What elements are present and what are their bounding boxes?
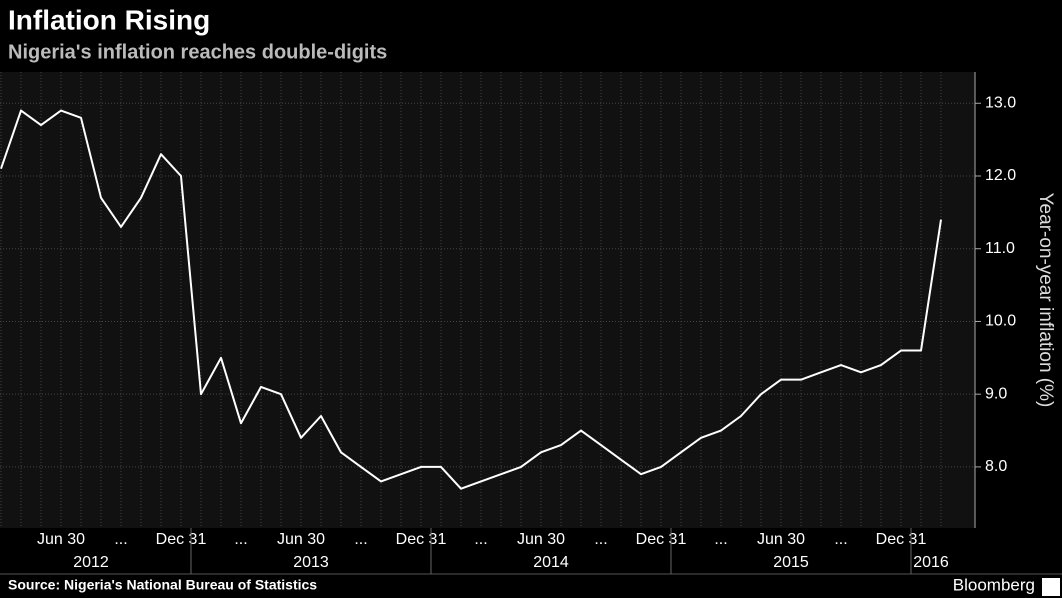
x-tick-label: ... xyxy=(834,531,847,548)
year-label: 2016 xyxy=(913,554,949,571)
x-tick-label: Jun 30 xyxy=(37,531,85,548)
x-tick-label: Dec 31 xyxy=(396,531,447,548)
y-tick-label: 11.0 xyxy=(985,240,1015,257)
brand-icon xyxy=(1042,578,1060,596)
year-label: 2013 xyxy=(293,554,329,571)
y-tick-label: 12.0 xyxy=(985,167,1016,184)
y-axis-label: Year-on-year inflation (%) xyxy=(1035,193,1056,408)
source: Source: Nigeria's National Bureau of Sta… xyxy=(8,577,317,593)
x-tick-label: Dec 31 xyxy=(876,531,927,548)
year-label: 2014 xyxy=(533,554,569,571)
chart-title: Inflation Rising xyxy=(8,4,210,35)
x-tick-label: ... xyxy=(114,531,127,548)
brand: Bloomberg xyxy=(953,575,1035,594)
x-tick-label: ... xyxy=(714,531,727,548)
year-label: 2012 xyxy=(73,554,109,571)
x-tick-label: ... xyxy=(594,531,607,548)
x-tick-label: ... xyxy=(354,531,367,548)
y-tick-label: 9.0 xyxy=(985,385,1007,402)
x-tick-label: Dec 31 xyxy=(156,531,207,548)
y-tick-label: 8.0 xyxy=(985,458,1007,475)
data-line xyxy=(0,109,942,490)
x-tick-label: Jun 30 xyxy=(517,531,565,548)
plot-area xyxy=(0,72,975,528)
year-label: 2015 xyxy=(773,554,809,571)
y-tick-label: 10.0 xyxy=(985,313,1016,330)
x-tick-label: ... xyxy=(234,531,247,548)
x-tick-label: Jun 30 xyxy=(757,531,805,548)
x-tick-label: Jun 30 xyxy=(277,531,325,548)
x-tick-label: Dec 31 xyxy=(636,531,687,548)
y-tick-label: 13.0 xyxy=(985,94,1016,111)
chart-subtitle: Nigeria's inflation reaches double-digit… xyxy=(8,41,387,63)
x-tick-label: ... xyxy=(474,531,487,548)
